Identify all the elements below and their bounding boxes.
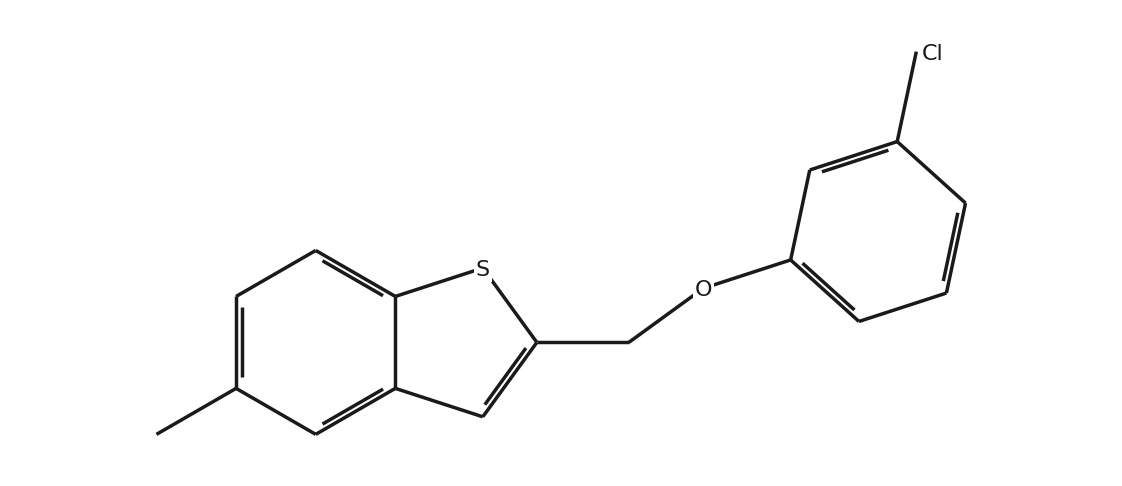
Text: S: S	[476, 260, 490, 280]
Text: Cl: Cl	[921, 44, 944, 64]
Text: O: O	[695, 280, 712, 300]
